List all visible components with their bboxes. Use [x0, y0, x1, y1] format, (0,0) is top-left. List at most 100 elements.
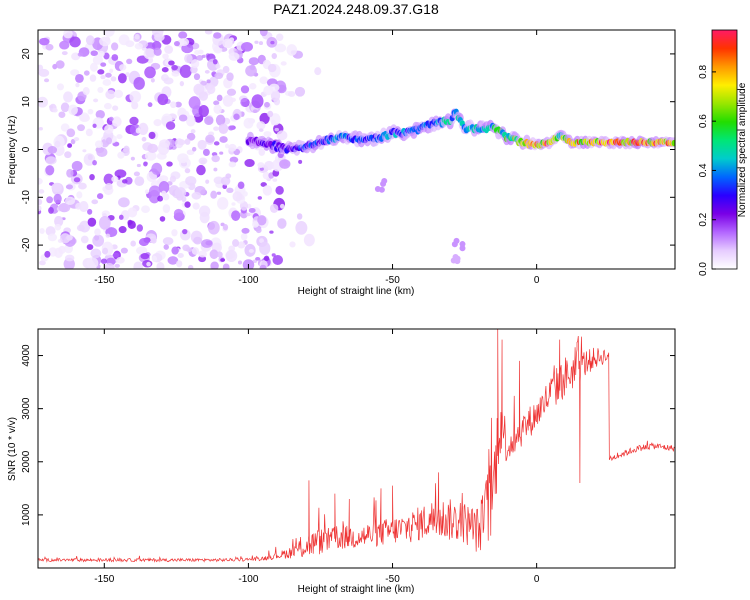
- detached-blob: [459, 241, 466, 248]
- noise-blob: [218, 123, 229, 134]
- noise-blob: [288, 91, 296, 97]
- noise-blob: [252, 259, 258, 264]
- noise-blob: [205, 179, 210, 184]
- noise-blob: [217, 196, 229, 210]
- snr-frame: [37, 328, 676, 569]
- noise-blob: [101, 241, 114, 256]
- noise-blob: [170, 101, 177, 109]
- noise-blob: [206, 79, 211, 84]
- noise-blob: [111, 42, 119, 51]
- noise-blob: [182, 229, 188, 235]
- noise-blob: [201, 239, 213, 248]
- noise-blob: [147, 102, 153, 108]
- noise-blob: [161, 190, 167, 197]
- noise-blob: [151, 255, 158, 262]
- noise-blob: [167, 256, 179, 265]
- noise-blob: [193, 83, 205, 96]
- noise-blob: [216, 191, 222, 195]
- noise-blob: [153, 47, 162, 56]
- noise-blob: [296, 213, 303, 220]
- noise-blob: [80, 235, 89, 244]
- noise-blob: [169, 175, 177, 183]
- noise-blob: [200, 80, 207, 86]
- noise-blob: [110, 76, 117, 82]
- noise-blob: [263, 85, 274, 96]
- noise-blob: [96, 147, 108, 158]
- y-tick-label: 3000: [21, 397, 32, 420]
- noise-blob: [129, 90, 142, 103]
- noise-blob: [68, 104, 78, 116]
- noise-blob: [251, 94, 264, 109]
- noise-blob: [264, 101, 270, 108]
- noise-blob: [156, 261, 165, 269]
- noise-blob: [178, 114, 188, 122]
- noise-blob: [204, 30, 213, 35]
- noise-blob: [163, 244, 169, 250]
- noise-blob: [45, 226, 56, 236]
- noise-blob: [143, 161, 148, 167]
- noise-blob: [75, 82, 80, 88]
- noise-blob: [141, 136, 147, 142]
- noise-blob: [94, 140, 104, 149]
- noise-blob: [112, 105, 119, 111]
- detached-blob: [459, 245, 466, 252]
- noise-blob: [38, 198, 43, 206]
- noise-blob: [177, 153, 189, 164]
- noise-blob: [220, 258, 226, 262]
- noise-blob: [38, 64, 44, 72]
- noise-blob: [219, 151, 224, 155]
- noise-blob: [165, 121, 176, 130]
- x-tick-label: 0: [534, 574, 540, 585]
- noise-blob: [100, 75, 106, 80]
- noise-blob: [213, 141, 220, 146]
- noise-blob: [104, 102, 112, 110]
- snr-layer: [38, 329, 675, 563]
- noise-blob: [85, 35, 95, 46]
- noise-blob: [275, 185, 284, 195]
- noise-blob: [271, 52, 278, 60]
- noise-blob: [105, 233, 111, 238]
- noise-blob: [177, 253, 184, 259]
- noise-blob: [39, 260, 46, 266]
- noise-blob: [146, 261, 151, 267]
- noise-blob: [185, 247, 193, 253]
- noise-blob: [161, 67, 169, 73]
- noise-blob: [63, 30, 73, 39]
- noise-blob: [147, 143, 159, 153]
- noise-blob: [89, 62, 98, 72]
- colorbar: 0.0 0.2 0.4 0.6 0.8 Normalized spectral ampl…: [698, 29, 748, 276]
- noise-blob: [314, 67, 322, 76]
- noise-blob: [222, 38, 233, 48]
- noise-blob: [249, 83, 257, 90]
- noise-blob: [259, 238, 264, 244]
- noise-blob: [267, 110, 274, 118]
- noise-blob: [215, 114, 226, 126]
- x-tick-label: -100: [238, 275, 258, 286]
- noise-blob: [270, 89, 281, 102]
- noise-blob: [231, 210, 241, 221]
- noise-blob: [277, 218, 287, 229]
- noise-blob: [86, 244, 94, 250]
- noise-blob: [186, 132, 196, 141]
- noise-blob: [39, 228, 45, 235]
- noise-blob: [116, 256, 125, 264]
- noise-blob: [127, 207, 138, 218]
- noise-blob: [230, 97, 236, 102]
- noise-blob: [113, 89, 124, 99]
- noise-blob: [75, 202, 82, 210]
- noise-blob: [196, 54, 204, 61]
- snr-panel: -150 -100 -50 0 1000 2000 3000 4000 Height of s…: [7, 328, 676, 595]
- noise-blob: [114, 263, 120, 268]
- noise-blob: [133, 261, 144, 269]
- snr-series-line: [38, 329, 675, 563]
- noise-blob: [257, 196, 262, 200]
- noise-blob: [64, 151, 72, 159]
- noise-blob: [105, 89, 116, 100]
- noise-blob: [237, 181, 245, 190]
- noise-blob: [258, 128, 264, 132]
- noise-blob: [136, 163, 141, 168]
- noise-blob: [225, 173, 232, 179]
- noise-blob: [289, 241, 296, 248]
- noise-blob: [184, 168, 191, 174]
